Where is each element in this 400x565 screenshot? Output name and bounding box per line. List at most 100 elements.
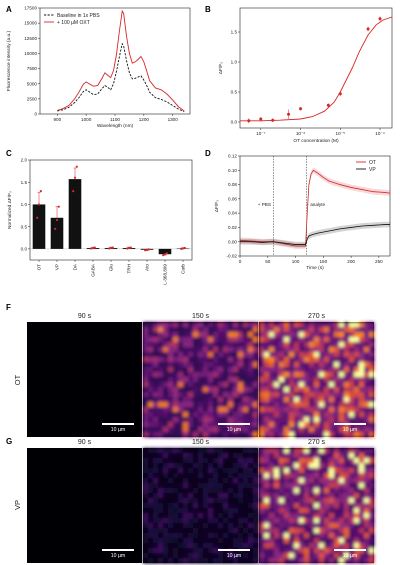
micrograph-pixel bbox=[299, 513, 305, 519]
micrograph-pixel bbox=[168, 407, 174, 413]
micrograph-pixel bbox=[153, 538, 159, 544]
micrograph-pixel bbox=[163, 493, 169, 499]
micrograph-pixel bbox=[188, 347, 194, 353]
micrograph-pixel bbox=[148, 558, 154, 564]
micrograph-pixel bbox=[324, 332, 330, 338]
micrograph-pixel bbox=[309, 387, 315, 393]
micrograph-pixel bbox=[369, 347, 375, 353]
micrograph-pixel bbox=[168, 548, 174, 554]
micrograph-pixel bbox=[193, 518, 199, 524]
micrograph-pixel bbox=[163, 352, 169, 358]
micrograph-pixel bbox=[163, 322, 169, 328]
micrograph-pixel bbox=[208, 432, 214, 438]
micrograph-pixel bbox=[364, 357, 370, 363]
micrograph-pixel bbox=[243, 412, 249, 418]
micrograph-pixel bbox=[364, 503, 370, 509]
micrograph-pixel bbox=[228, 412, 234, 418]
micrograph-pixel bbox=[344, 518, 350, 524]
micrograph-pixel bbox=[259, 488, 265, 494]
micrograph-pixel bbox=[259, 347, 265, 353]
series-line-d-2 bbox=[240, 224, 390, 245]
micrograph-pixel bbox=[334, 473, 340, 479]
micrograph-pixel bbox=[143, 357, 149, 363]
micrograph-pixel bbox=[314, 397, 320, 403]
micrograph-pixel bbox=[319, 367, 325, 373]
micrograph-pixel bbox=[344, 377, 350, 383]
micrograph-pixel bbox=[309, 503, 315, 509]
micrograph-pixel bbox=[259, 483, 265, 489]
micrograph-pixel bbox=[309, 498, 315, 504]
micrograph-pixel bbox=[203, 387, 209, 393]
micrograph-pixel bbox=[238, 508, 244, 514]
micrograph-pixel bbox=[274, 523, 280, 529]
micrograph-pixel bbox=[349, 407, 355, 413]
micrograph-pixel bbox=[188, 332, 194, 338]
micrograph-pixel bbox=[329, 453, 335, 459]
micrograph-pixel bbox=[329, 478, 335, 484]
micrograph-pixel bbox=[344, 453, 350, 459]
micrograph-pixel bbox=[359, 458, 365, 464]
micrograph-pixel bbox=[213, 377, 219, 383]
micrograph-pixel bbox=[213, 407, 219, 413]
panel-g-letter: G bbox=[6, 437, 12, 446]
micrograph-pixel bbox=[274, 543, 280, 549]
micrograph-pixel bbox=[153, 498, 159, 504]
micrograph-pixel bbox=[193, 322, 199, 328]
micrograph-pixel bbox=[253, 518, 259, 524]
micrograph-pixel bbox=[233, 508, 239, 514]
micrograph-pixel bbox=[289, 332, 295, 338]
micrograph-pixel bbox=[148, 543, 154, 549]
micrograph-pixel bbox=[158, 488, 164, 494]
micrograph-pixel bbox=[238, 342, 244, 348]
micrograph-pixel bbox=[274, 463, 280, 469]
micrograph-pixel bbox=[218, 558, 224, 564]
micrograph-pixel bbox=[148, 427, 154, 433]
micrograph-pixel bbox=[294, 463, 300, 469]
micrograph-pixel bbox=[354, 327, 360, 333]
micrograph-pixel bbox=[339, 473, 345, 479]
micrograph-pixel bbox=[213, 453, 219, 459]
micrograph-pixel bbox=[243, 493, 249, 499]
micrograph-pixel bbox=[269, 533, 275, 539]
micrograph-pixel bbox=[193, 548, 199, 554]
micrograph-pixel bbox=[289, 543, 295, 549]
micrograph-pixel bbox=[183, 322, 189, 328]
replicate-point-c bbox=[163, 253, 167, 256]
micrograph-pixel bbox=[334, 448, 340, 454]
micrograph-pixel bbox=[274, 337, 280, 343]
micrograph-pixel bbox=[193, 377, 199, 383]
micrograph-pixel bbox=[284, 362, 290, 368]
micrograph-pixel bbox=[178, 332, 184, 338]
micrograph-pixel bbox=[148, 533, 154, 539]
micrograph-pixel bbox=[193, 458, 199, 464]
micrograph-pixel bbox=[264, 463, 270, 469]
micrograph-pixel bbox=[319, 332, 325, 338]
micrograph-pixel bbox=[304, 432, 310, 438]
micrograph-pixel bbox=[344, 473, 350, 479]
micrograph-pixel bbox=[238, 377, 244, 383]
panel-d-timecourse-chart: 0 50 100 150 200 250-0.020.000.020.040.060.08… bbox=[214, 154, 391, 271]
micrograph-pixel bbox=[248, 387, 254, 393]
micrograph-pixel bbox=[223, 523, 229, 529]
micrograph-pixel bbox=[324, 558, 330, 564]
micrograph-pixel bbox=[208, 372, 214, 378]
micrograph-pixel bbox=[354, 543, 360, 549]
micrograph-pixel bbox=[158, 518, 164, 524]
micrograph-pixel bbox=[238, 387, 244, 393]
micrograph-pixel bbox=[203, 478, 209, 484]
micrograph-pixel bbox=[324, 473, 330, 479]
micrograph-pixel bbox=[188, 558, 194, 564]
micrograph-pixel bbox=[173, 458, 179, 464]
micrograph-pixel bbox=[284, 412, 290, 418]
micrograph-pixel bbox=[168, 453, 174, 459]
micrograph-pixel bbox=[203, 503, 209, 509]
micrograph-pixel bbox=[173, 503, 179, 509]
micrograph-pixel bbox=[344, 458, 350, 464]
micrograph-pixel bbox=[163, 463, 169, 469]
micrograph-pixel bbox=[188, 362, 194, 368]
micrograph-pixel bbox=[198, 518, 204, 524]
micrograph-pixel bbox=[309, 518, 315, 524]
micrograph-pixel bbox=[248, 337, 254, 343]
micrograph-pixel bbox=[218, 407, 224, 413]
micrograph-pixel bbox=[218, 553, 224, 559]
